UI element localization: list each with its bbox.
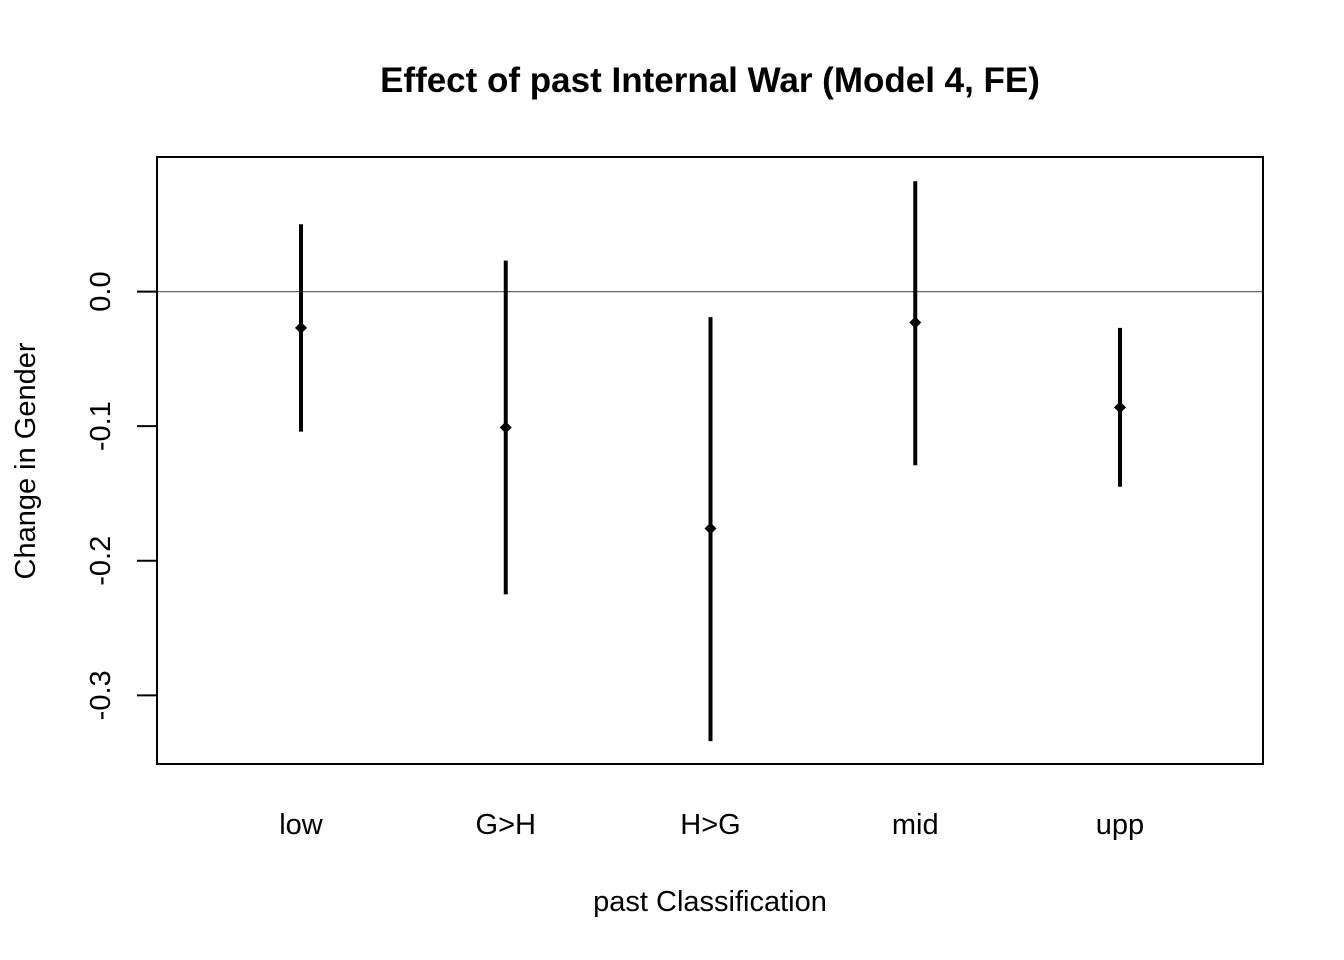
y-tick-label: 0.0 [85, 271, 117, 311]
y-axis: 0.0 -0.1 -0.2 -0.3 [85, 271, 157, 720]
point-estimate-mid [909, 316, 922, 329]
y-axis-label: Change in Gender [10, 342, 42, 579]
x-tick-label: mid [892, 809, 939, 841]
x-tick-label: low [279, 809, 324, 841]
point-estimate-h-g [704, 522, 717, 535]
plot-marks [295, 181, 1126, 742]
plot-frame [156, 156, 1264, 765]
point-estimate-low [295, 321, 307, 334]
x-axis-tick-labels: low G>H H>G mid upp [279, 809, 1144, 841]
x-tick-label: upp [1096, 809, 1144, 841]
x-axis-label: past Classification [593, 886, 827, 918]
point-estimate-g-h [499, 421, 512, 434]
chart-title: Effect of past Internal War (Model 4, FE… [380, 61, 1040, 100]
y-tick-label: -0.2 [85, 536, 117, 586]
point-estimate-upp [1114, 401, 1126, 414]
x-tick-label: G>H [476, 809, 536, 841]
y-tick-label: -0.1 [85, 401, 117, 451]
x-tick-label: H>G [680, 809, 740, 841]
y-tick-label: -0.3 [85, 670, 117, 720]
